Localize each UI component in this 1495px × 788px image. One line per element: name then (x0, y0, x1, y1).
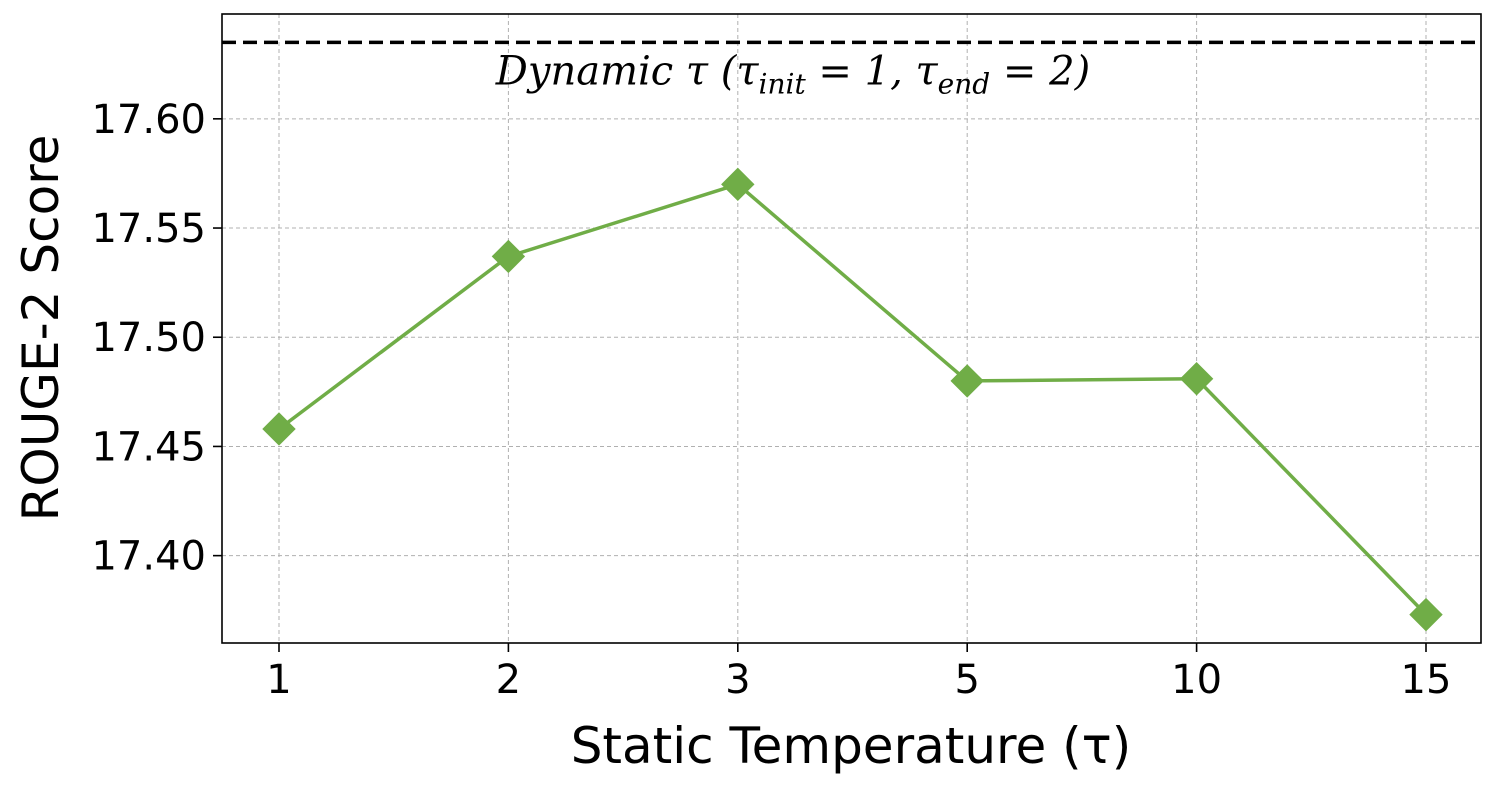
x-tick-label: 5 (954, 657, 979, 703)
data-point-marker (721, 167, 755, 202)
plot-frame (221, 13, 1482, 644)
dynamic-tau-label: Dynamic τ (τinit = 1, τend = 2) (495, 48, 1090, 100)
y-axis-ticks: 17.40 17.45 17.50 17.55 17.60 (91, 97, 222, 580)
data-point-marker (950, 364, 984, 398)
plot-background (222, 14, 1481, 643)
x-tick-label: 1 (266, 657, 291, 703)
ref-label-suffix: = 2) (990, 48, 1090, 94)
y-axis-title: ROUGE-2 Score (12, 135, 70, 522)
y-tick-label: 17.55 (91, 206, 206, 252)
x-axis-ticks: 1 2 3 5 10 15 (266, 643, 1451, 703)
x-tick-label: 2 (496, 657, 521, 703)
ref-label-prefix: Dynamic τ (τ (495, 48, 760, 94)
data-point-marker (1409, 597, 1443, 632)
x-tick-label: 10 (1171, 657, 1222, 703)
x-axis-title: Static Temperature (τ) (571, 717, 1132, 775)
ref-label-sub-end: end (938, 67, 991, 100)
data-point-marker (491, 239, 526, 274)
y-tick-label: 17.40 (91, 534, 206, 580)
ref-label-mid: = 1, τ (806, 48, 939, 94)
series-line (277, 182, 1428, 616)
x-tick-label: 15 (1401, 657, 1452, 703)
series-rouge2 (262, 167, 1443, 632)
data-point-marker (262, 412, 296, 446)
ref-label-sub-init: init (759, 67, 807, 100)
y-tick-label: 17.50 (91, 315, 206, 361)
data-point-marker (1179, 362, 1214, 396)
y-tick-label: 17.45 (91, 424, 206, 470)
x-tick-label: 3 (725, 657, 750, 703)
y-tick-label: 17.60 (91, 97, 206, 143)
